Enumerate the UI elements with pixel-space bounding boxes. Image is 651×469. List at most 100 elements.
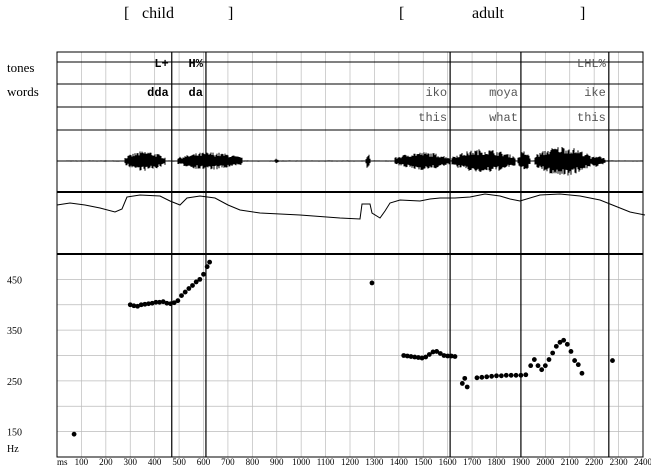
word-label: moya	[489, 86, 518, 100]
pitch-point	[369, 280, 375, 286]
words-tier-label: words	[7, 84, 39, 99]
pitch-point	[197, 276, 203, 282]
x-tick-label: 100	[75, 457, 89, 467]
panel-frames	[56, 51, 644, 458]
pitch-point	[494, 373, 499, 379]
pitch-point	[531, 357, 537, 362]
child-bracket-close: ]	[228, 5, 233, 22]
x-tick-label: 1400	[390, 457, 409, 467]
pitch-point	[479, 374, 485, 380]
pitch-point	[539, 367, 545, 373]
pitch-point	[127, 302, 133, 308]
x-tick-label: 300	[124, 457, 138, 467]
pitch-point	[142, 301, 148, 307]
pitch-point	[426, 352, 432, 357]
pitch-point	[464, 384, 470, 390]
pitch-point	[518, 372, 524, 378]
pitch-point	[564, 341, 570, 347]
pitch-point	[146, 301, 151, 307]
x-tick-label: 1200	[341, 457, 360, 467]
pitch-point	[579, 370, 585, 376]
pitch-points	[71, 259, 615, 437]
pitch-point	[404, 353, 410, 359]
pitch-point	[557, 339, 563, 345]
pitch-point	[412, 354, 418, 360]
x-tick-label: 1600	[439, 457, 458, 467]
x-tick-label: 2200	[585, 457, 604, 467]
y-tick-label: 250	[7, 377, 22, 388]
word-label: ike	[584, 86, 606, 100]
pitch-point	[179, 293, 184, 299]
pitch-point	[175, 298, 181, 304]
ms-axis-label: ms	[57, 457, 68, 467]
x-tick-label: 1500	[414, 457, 433, 467]
pitch-point	[535, 363, 541, 369]
segment-boundaries	[171, 52, 610, 457]
pitch-point	[408, 354, 414, 359]
pitch-point	[171, 300, 177, 306]
x-tick-label: 700	[221, 457, 235, 467]
pitch-point	[513, 372, 519, 378]
x-tick-label: 1100	[317, 457, 335, 467]
pitch-point	[448, 353, 454, 359]
x-tick-label: 800	[246, 457, 260, 467]
pitch-point	[434, 349, 440, 354]
word-label: dda	[147, 86, 169, 100]
pitch-point	[498, 373, 504, 379]
pitch-point	[508, 372, 514, 378]
pitch-point	[474, 375, 480, 381]
gloss-label: what	[489, 111, 518, 125]
pitch-point	[168, 301, 173, 307]
pitch-point	[445, 353, 451, 359]
pitch-point	[160, 299, 166, 305]
intensity-contour	[56, 193, 646, 220]
x-tick-label: 400	[148, 457, 162, 467]
pitch-point	[71, 431, 77, 437]
x-tick-label: 1900	[512, 457, 531, 467]
adult-bracket-close: ]	[580, 5, 585, 22]
pitch-point	[489, 373, 495, 379]
pitch-point	[204, 264, 210, 270]
x-tick-label: 2100	[561, 457, 580, 467]
pitch-point	[484, 374, 490, 380]
word-label: iko	[425, 86, 447, 100]
y-tick-label: 350	[7, 326, 22, 337]
adult-label: adult	[472, 5, 505, 22]
pitch-point	[193, 279, 199, 285]
x-tick-label: 2000	[536, 457, 555, 467]
child-bracket-open: [	[124, 5, 129, 22]
gloss-label: this	[577, 111, 606, 125]
x-tick-label: 1800	[488, 457, 507, 467]
pitch-point	[149, 300, 155, 306]
x-tick-label: 900	[270, 457, 284, 467]
pitch-point	[553, 343, 559, 349]
x-tick-label: 2400	[634, 457, 651, 467]
tones-tier-label: tones	[7, 60, 34, 75]
tone-label: H%	[189, 57, 204, 71]
pitch-point	[138, 302, 144, 308]
pitch-point	[575, 362, 581, 368]
x-tick-label: 1000	[292, 457, 311, 467]
x-tick-label: 500	[172, 457, 186, 467]
pitch-point	[568, 349, 574, 354]
pitch-point	[550, 350, 556, 356]
pitch-point	[157, 299, 162, 305]
pitch-point	[190, 283, 195, 288]
pitch-point	[459, 381, 465, 386]
x-tick-label: 1700	[463, 457, 482, 467]
tone-label: LHL%	[577, 57, 607, 71]
pitch-point	[572, 358, 578, 363]
x-tick-label: 200	[99, 457, 113, 467]
pitch-point	[207, 259, 213, 265]
y-tick-label: 450	[7, 275, 22, 286]
x-tick-label: 1300	[365, 457, 384, 467]
pitch-point	[201, 271, 206, 277]
pitch-point	[401, 353, 407, 358]
waveform-trace	[56, 147, 644, 176]
pitch-point	[430, 349, 436, 355]
tier-annotations: L+ H% LHL% dda da iko moya ike this what this	[147, 57, 606, 125]
child-label: child	[142, 5, 174, 22]
pitch-point	[131, 303, 137, 309]
pitch-point	[546, 357, 552, 362]
